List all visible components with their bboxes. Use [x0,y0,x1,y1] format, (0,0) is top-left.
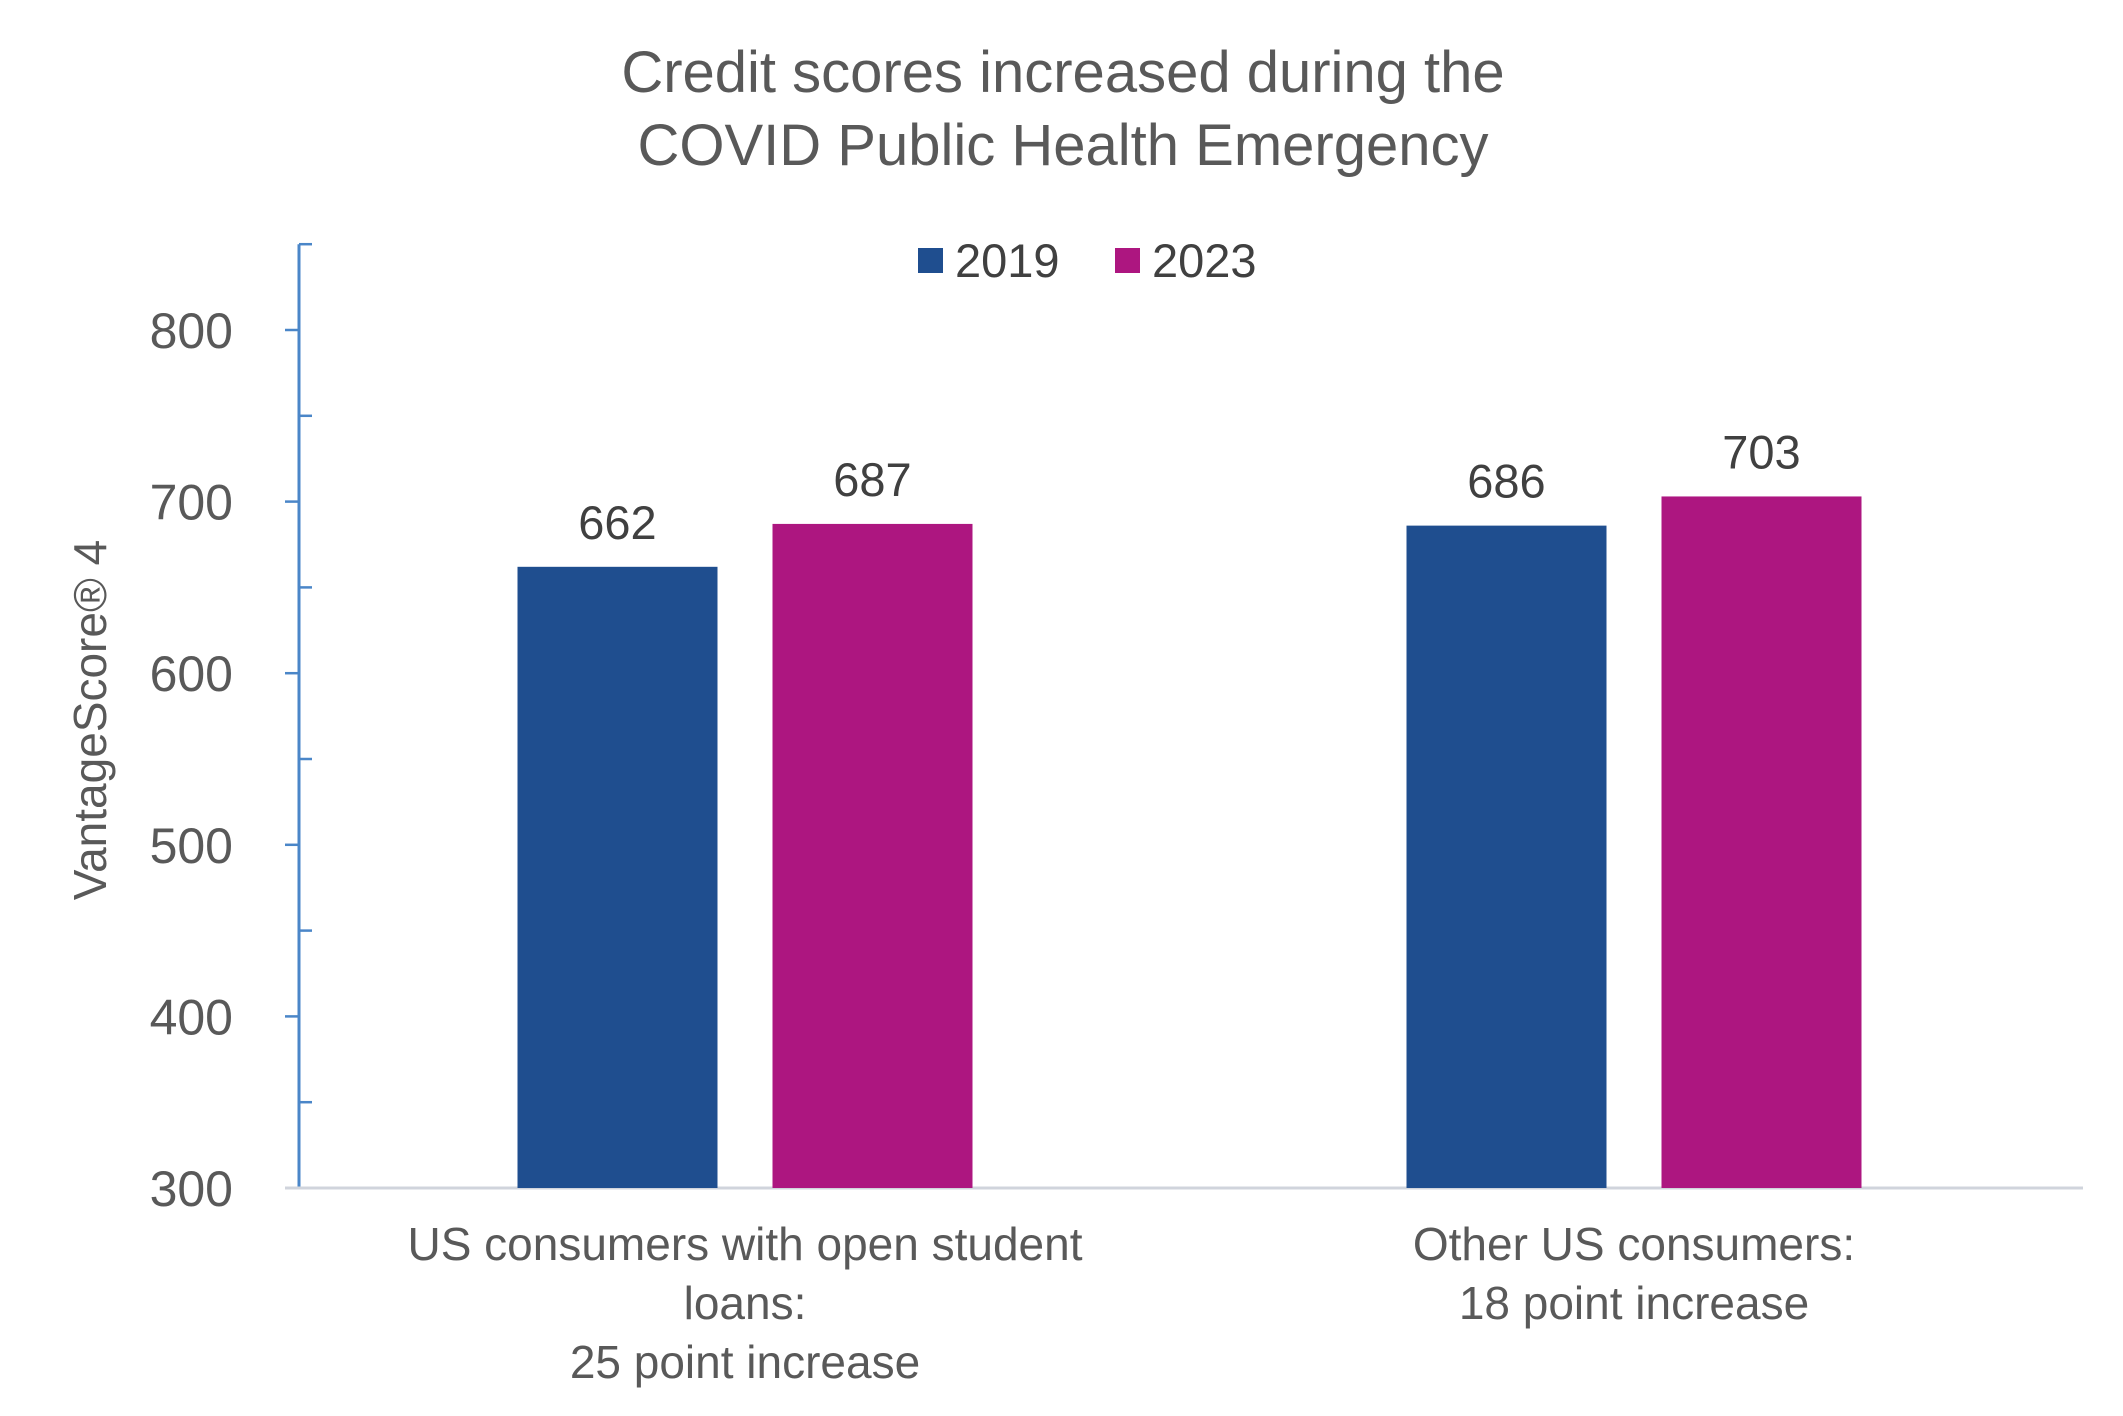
chart-title-line: COVID Public Health Emergency [638,113,1489,178]
x-axis-categories: US consumers with open student loans: 25 p… [407,1218,1855,1388]
legend: 2019 2023 [918,234,1257,287]
x-category-label: Other US consumers: [1413,1218,1855,1270]
y-axis-title: VantageScore® 4 [64,540,116,900]
y-tick-label: 800 [150,303,233,359]
data-label: 662 [578,496,656,549]
bars [517,496,1862,1188]
y-tick-label: 700 [150,475,233,531]
y-tick-label: 600 [150,646,233,702]
x-category-label: loans: [684,1277,807,1329]
bar-2019-cat1 [1406,525,1607,1188]
y-tick-label: 400 [150,989,233,1045]
x-category-label: US consumers with open student [407,1218,1082,1270]
data-label: 687 [833,453,911,506]
bar-2023-cat0 [772,523,973,1188]
legend-swatch-2019 [918,248,943,273]
chart-title-line: Credit scores increased during the [621,40,1504,105]
x-category-label: 25 point increase [570,1336,920,1388]
y-tick-label: 500 [150,818,233,874]
bar-2019-cat0 [517,566,718,1188]
legend-label: 2019 [955,234,1060,287]
legend-label: 2023 [1152,234,1257,287]
chart-title: Credit scores increased during the COVID … [621,40,1504,178]
data-labels: 662 686 687 703 [578,425,1800,548]
data-label: 686 [1467,455,1545,508]
y-tick-label: 300 [150,1161,233,1217]
legend-swatch-2023 [1115,248,1140,273]
data-label: 703 [1722,425,1800,478]
bar-2023-cat1 [1661,496,1862,1188]
x-category-label: 18 point increase [1459,1277,1809,1329]
